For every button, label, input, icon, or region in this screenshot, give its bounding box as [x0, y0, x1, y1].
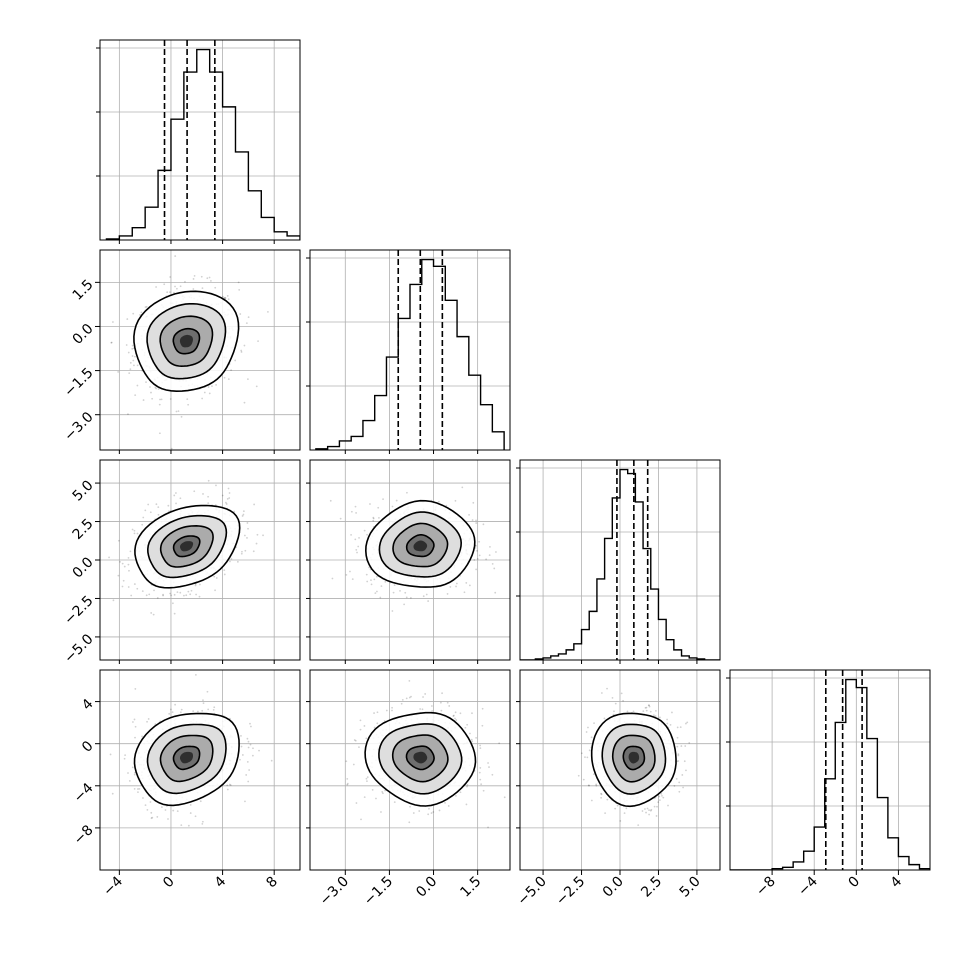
xtick-label-0-3: 8	[263, 874, 281, 892]
xtick-label-0-2: 4	[212, 873, 230, 891]
xtick-label-1-3: 1.5	[457, 874, 484, 901]
contour-2-0-4	[180, 541, 194, 552]
histogram-step-0	[105, 48, 300, 240]
xtick-label-2-1: −2.5	[553, 874, 588, 909]
ytick-label-2-0: −5.0	[61, 631, 96, 666]
density-panel-3-1	[306, 669, 511, 871]
contour-3-1-4	[413, 751, 428, 764]
xtick-label-1-2: 0.0	[413, 874, 440, 901]
contour-2-1-4	[413, 540, 428, 552]
density-panel-3-0: −8 −4 0 4	[71, 669, 301, 871]
density-panel-2-0: −5.0−2.5 0.0 2.5 5.0	[61, 459, 301, 667]
xtick-label-2-3: 2.5	[638, 874, 665, 901]
histogram-panel-2	[516, 459, 721, 661]
xtick-label-0-1: 0	[160, 874, 178, 892]
contour-3-2-4	[628, 751, 640, 764]
xtick-label-2-4: 5.0	[677, 874, 704, 901]
ytick-label-3-0: −8	[71, 822, 97, 848]
xtick-label-0-0: −4	[100, 873, 126, 899]
density-panel-2-1	[306, 459, 511, 661]
xtick-label-3-0: −8	[753, 874, 779, 900]
ytick-label-1-3: 1.5	[70, 277, 97, 304]
xtick-label-1-0: −3.0	[317, 874, 352, 909]
xtick-label-3-3: 4	[888, 873, 906, 891]
histogram-step-3	[730, 678, 930, 870]
xtick-label-2-2: 0.0	[600, 874, 627, 901]
xtick-label-1-1: −1.5	[361, 874, 396, 909]
xtick-label-3-2: 0	[846, 874, 864, 892]
histogram-panel-0	[96, 39, 301, 241]
ytick-label-2-2: 0.0	[70, 554, 97, 581]
ytick-label-2-4: 5.0	[70, 477, 97, 504]
contour-3-0-4	[180, 751, 193, 764]
xaxis-3: −8 −4 0 4	[753, 870, 905, 899]
histogram-panel-3	[726, 669, 931, 871]
histogram-step-2	[520, 468, 720, 660]
ytick-label-2-3: 2.5	[70, 516, 97, 543]
ytick-label-1-2: 0.0	[70, 321, 97, 348]
ytick-label-3-3: 4	[79, 696, 97, 714]
ytick-label-1-1: −1.5	[61, 365, 96, 400]
ytick-label-3-2: 0	[79, 738, 97, 756]
density-panel-1-0: −3.0 −1.5 0.0 1.5	[61, 249, 301, 451]
histogram-panel-1	[306, 249, 511, 451]
ytick-label-1-0: −3.0	[61, 409, 96, 444]
contour-1-0-4	[179, 334, 193, 348]
density-panel-3-2	[516, 669, 721, 871]
xtick-label-3-1: −4	[795, 873, 821, 899]
xtick-label-2-0: −5.0	[515, 874, 550, 909]
ytick-label-3-1: −4	[71, 780, 97, 806]
histogram-step-1	[315, 258, 505, 450]
ytick-label-2-1: −2.5	[61, 593, 96, 628]
